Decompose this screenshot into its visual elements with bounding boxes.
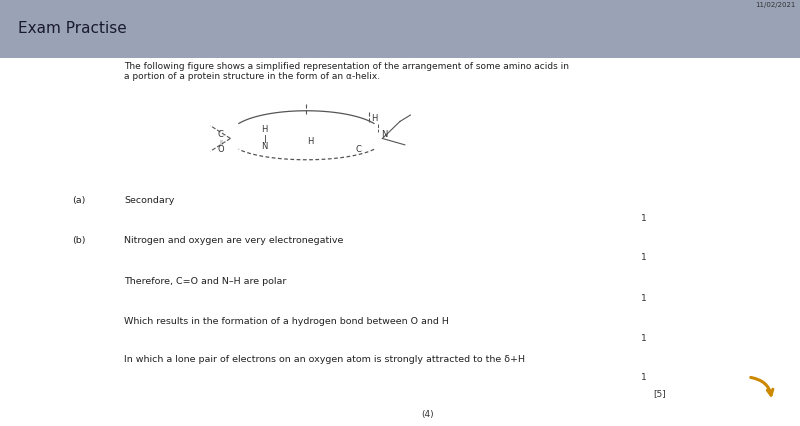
Text: ||: || [219, 139, 222, 144]
Text: O: O [218, 144, 224, 154]
Text: (a): (a) [72, 196, 86, 205]
Text: In which a lone pair of electrons on an oxygen atom is strongly attracted to the: In which a lone pair of electrons on an … [124, 355, 525, 365]
Text: N: N [382, 130, 388, 139]
Text: The following figure shows a simplified representation of the arrangement of som: The following figure shows a simplified … [124, 62, 569, 81]
Bar [0, 0, 800, 58]
Text: (b): (b) [72, 236, 86, 245]
Bar [0, 58, 800, 426]
Text: C: C [355, 144, 362, 154]
Text: Therefore, C=O and N–H are polar: Therefore, C=O and N–H are polar [124, 276, 286, 286]
Text: 1: 1 [641, 334, 647, 343]
Text: 1: 1 [641, 253, 647, 262]
Text: (4): (4) [422, 409, 434, 419]
Text: 1: 1 [641, 372, 647, 382]
Text: [5]: [5] [654, 389, 666, 399]
Text: Exam Practise: Exam Practise [18, 21, 126, 36]
Text: H: H [307, 137, 314, 147]
Text: Nitrogen and oxygen are very electronegative: Nitrogen and oxygen are very electronega… [124, 236, 343, 245]
Text: 1: 1 [641, 213, 647, 223]
Text: H: H [262, 124, 268, 134]
Text: H: H [371, 113, 378, 123]
Text: N: N [262, 141, 268, 151]
Text: C: C [218, 130, 224, 139]
Text: 11/02/2021: 11/02/2021 [756, 2, 796, 8]
Text: 1: 1 [641, 294, 647, 303]
Text: Which results in the formation of a hydrogen bond between O and H: Which results in the formation of a hydr… [124, 317, 449, 326]
Text: Secondary: Secondary [124, 196, 174, 205]
